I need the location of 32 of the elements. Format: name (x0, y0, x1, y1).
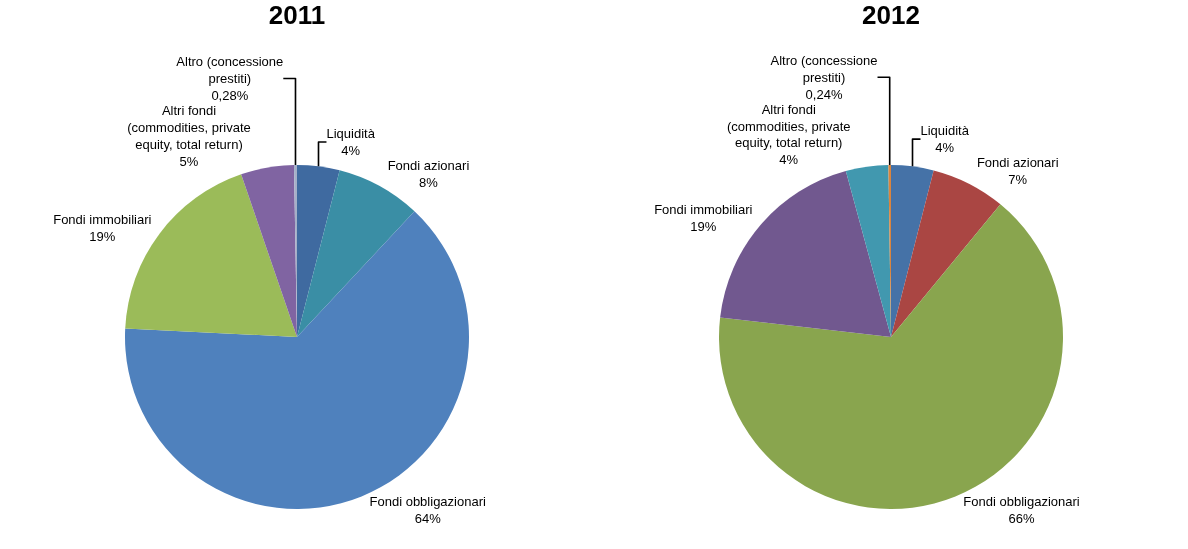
slice-label: Fondi obbligazionari (369, 494, 486, 510)
slice-label: Altri fondi (commodities, private equity, total return) (127, 102, 251, 152)
slice-label: Liquidità (326, 126, 376, 142)
data-label: 7% (1008, 171, 1028, 187)
pie-slice (241, 165, 297, 337)
pie-slice (891, 165, 934, 337)
data-label: 19% (690, 219, 717, 235)
data-label: 5% (179, 153, 199, 169)
data-label: 4% (779, 152, 799, 168)
slice-label: Altro (concessione prestiti) (770, 52, 878, 85)
data-label: 0,24% (805, 86, 843, 102)
slice-label: Fondi immobiliari (53, 211, 152, 227)
pie-slice (297, 165, 340, 337)
pie-slice (297, 170, 415, 337)
data-label: 4% (935, 140, 955, 156)
data-label: 19% (89, 228, 116, 244)
slice-label: Liquidità (920, 123, 970, 139)
slice-label: Fondi azionari (387, 157, 470, 173)
pie-slice (891, 170, 1001, 337)
slice-label: Fondi obbligazionari (963, 494, 1080, 510)
data-label: 64% (414, 511, 442, 527)
chart-title: 2011 (268, 0, 326, 30)
data-label: 0,28% (211, 87, 249, 103)
data-label: 4% (341, 142, 361, 158)
slice-label: Fondi immobiliari (654, 202, 753, 218)
chart-title: 2012 (862, 0, 920, 30)
slice-label: Fondi azionari (976, 155, 1059, 171)
slice-label: Altro (concessione prestiti) (176, 54, 284, 86)
pie-slice (845, 165, 891, 337)
slice-label: Altri fondi (commodities, private equity, total return) (726, 101, 851, 151)
data-label: 66% (1008, 511, 1035, 527)
data-label: 8% (419, 174, 439, 190)
